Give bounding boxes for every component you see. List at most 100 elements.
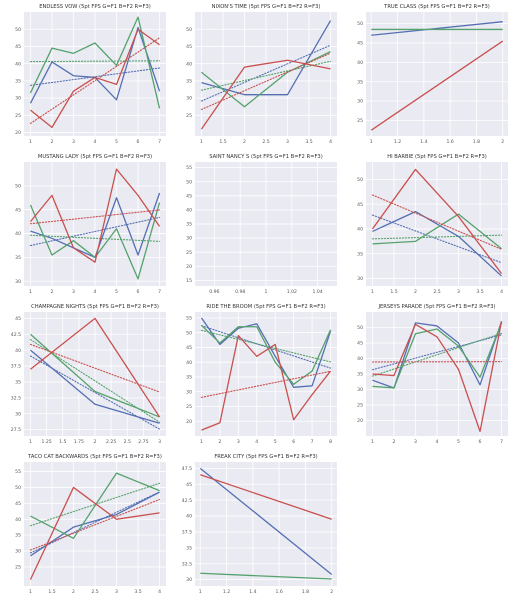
y-tick-label: 25 [15,113,21,119]
x-tick-label: 2.5 [433,289,440,295]
y-tick-label: 42.5 [11,332,21,338]
chart-title: HI BARBIE (5pt FPS G=F1 B=F2 R=F3) [387,154,487,160]
x-tick-label: 1 [371,289,374,295]
x-tick-label: 1 [265,289,268,295]
x-tick-label: 1 [199,589,202,595]
trendline-green [29,60,161,63]
chart-svg: MUSTANG LADY (5pt FPS G=F1 B=F2 R=F3) 1 2 3… [15,154,166,295]
x-tick-label: 6 [137,289,140,295]
x-tick-label: 3 [158,439,161,445]
x-tick-label: 1.8 [473,139,480,145]
x-tick-label: 4 [94,289,97,295]
chart-panel: TACO CAT BACKWARDS (5pt FPS G=F1 B=F2 R=… [0,450,172,600]
y-tick-label: 45 [357,341,363,347]
y-tick-label: 35 [357,251,363,257]
series-line-green [29,202,161,280]
x-tick-label: 1.5 [48,589,55,595]
trendline-red [29,498,161,551]
trendline-blue [200,325,332,369]
x-tick-label: 4 [94,139,97,145]
x-tick-label: 3.5 [134,589,141,595]
x-tick-label: 7 [158,289,161,295]
series-line-green [29,16,161,109]
y-tick-label: 40 [186,208,192,214]
y-tick-label: 35 [15,380,21,386]
series-line-green [372,322,503,389]
y-tick-label: 50 [15,485,21,491]
y-tick-label: 45 [186,193,192,199]
x-tick-label: 5 [115,289,118,295]
y-tick-label: 45 [186,44,192,50]
trendline-blue [29,355,161,430]
trendline-red [29,37,161,125]
x-tick-label: 1.75 [74,439,84,445]
chart-panel: NIXON'S TIME (5pt FPS G=F1 B=F2 R=F3) 1 1.… [171,0,343,150]
chart-svg: HI BARBIE (5pt FPS G=F1 B=F2 R=F3) 1 1.5 2 2… [357,154,508,295]
chart-svg: TRUE CLASS (5pt FPS G=F1 B=F2 R=F3) 1 1.2 1… [357,4,508,145]
y-tick-label: 45 [357,202,363,208]
y-tick-label: 30 [15,411,21,417]
x-tick-label: 6 [137,139,140,145]
trendline-green [29,234,161,242]
y-tick-label: 55 [186,165,192,171]
y-tick-label: 40 [15,348,21,354]
chart-svg: RIDE THE BROOM (5pt FPS G=F1 B=F2 R=F3) 1… [186,304,337,445]
y-tick-label: 35 [186,375,192,381]
series-line-green [200,324,332,385]
y-tick-label: 45 [186,345,192,351]
y-tick-label: 37.5 [11,364,21,370]
x-tick-label: 3 [457,289,460,295]
y-tick-label: 40 [357,227,363,233]
y-tick-label: 15 [186,278,192,284]
series-line-red [30,28,160,129]
x-tick-label: 2 [414,289,417,295]
y-tick-label: 32.5 [182,561,192,567]
x-tick-label: 1.5 [59,439,66,445]
chart-panel: CHAMPAGNE NIGHTS (5pt FPS G=F1 B=F2 R=F3… [0,300,172,450]
trendline-green [29,339,161,423]
series-line-blue [200,317,332,388]
chart-title: NIXON'S TIME (5pt FPS G=F1 B=F2 R=F3) [212,4,321,10]
chart-panel: JERSEYS PARADE (5pt FPS G=F1 B=F2 R=F3) 1… [342,300,514,450]
y-tick-label: 30 [357,387,363,393]
chart-panel: SAINT NANCY S (5pt FPS G=F1 B=F2 R=F3) 0.… [171,150,343,300]
chart-title: JERSEYS PARADE (5pt FPS G=F1 B=F2 R=F3) [377,304,495,310]
x-tick-label: 7 [311,439,314,445]
y-tick-label: 40 [186,360,192,366]
series-line-red [370,40,504,131]
y-tick-label: 35 [15,78,21,84]
trendline-green [371,332,503,377]
x-tick-label: 8 [329,439,332,445]
y-tick-label: 30 [186,577,192,583]
y-tick-label: 55 [15,469,21,475]
y-tick-label: 45 [15,207,21,213]
x-tick-label: 1 [29,439,32,445]
x-tick-label: 0.96 [209,289,219,295]
chart-panel: FREAK CITY (5pt FPS G=F1 B=F2 R=F3) 1 1.2 1… [171,450,343,600]
x-tick-label: 1 [200,139,203,145]
y-tick-label: 30 [15,279,21,285]
chart-svg: TACO CAT BACKWARDS (5pt FPS G=F1 B=F2 R=… [15,454,166,595]
x-tick-label: 2 [72,589,75,595]
series-line-green [201,51,331,108]
series-line-green [200,572,332,580]
x-tick-label: 2.5 [124,439,131,445]
x-tick-label: 3 [237,439,240,445]
y-tick-label: 55 [186,316,192,322]
x-tick-label: 1.6 [446,139,453,145]
y-tick-label: 40 [15,231,21,237]
y-tick-label: 40 [357,356,363,362]
y-tick-label: 30 [15,549,21,555]
x-tick-label: 2.5 [91,589,98,595]
y-tick-label: 35 [186,78,192,84]
x-tick-label: 1.6 [275,589,282,595]
chart-panel: ENDLESS VOW (5pt FPS G=F1 B=F2 R=F3) 1 2 3 4… [0,0,172,150]
y-tick-label: 50 [186,330,192,336]
series-line-red [29,168,161,263]
y-tick-label: 32.5 [11,395,21,401]
x-tick-label: 1 [371,439,374,445]
x-tick-label: 2 [51,139,54,145]
chart-panel: TRUE CLASS (5pt FPS G=F1 B=F2 R=F3) 1 1.2 1… [342,0,514,150]
y-tick-label: 30 [186,389,192,395]
